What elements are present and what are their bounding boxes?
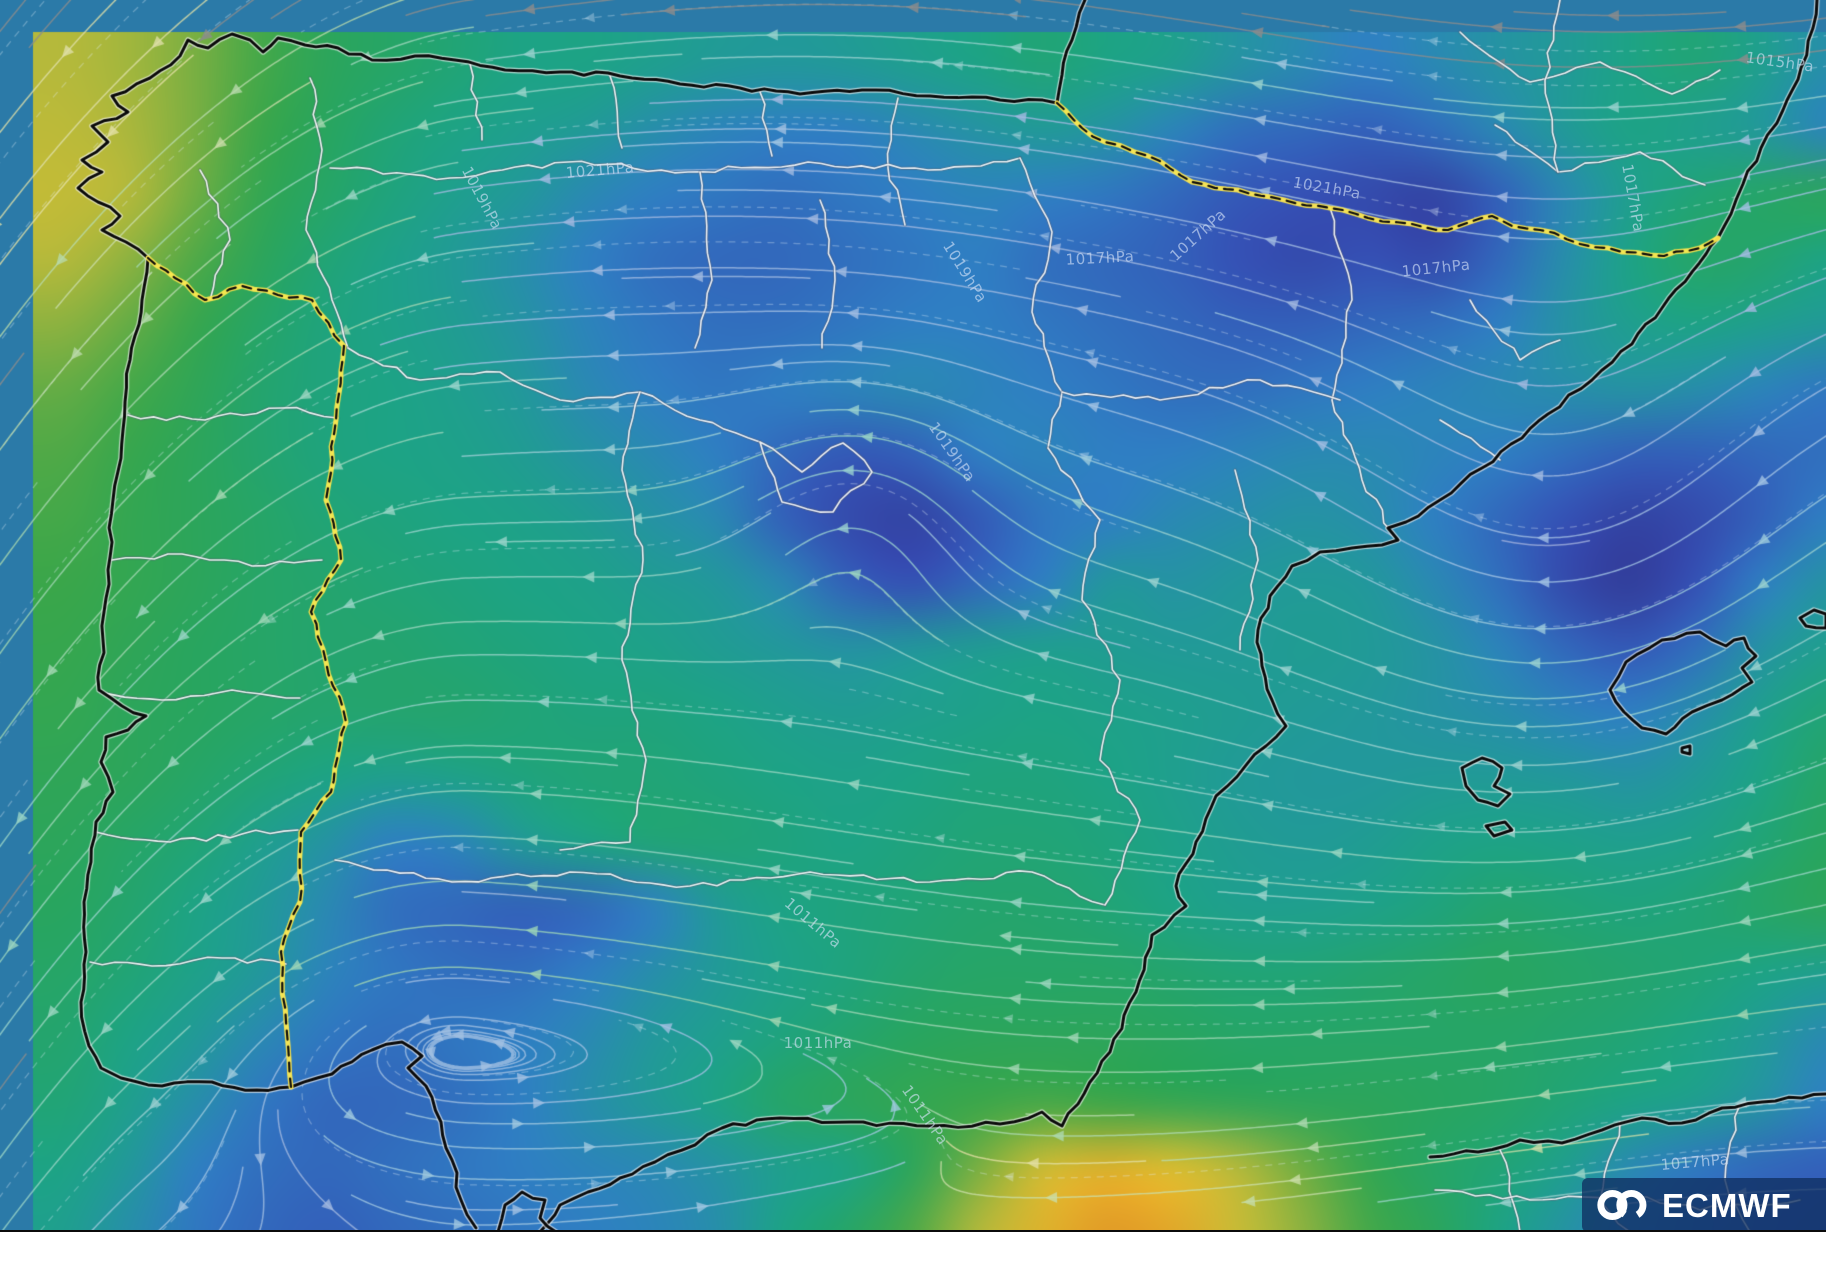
borders-canvas xyxy=(0,0,1826,1230)
legend-bar: 0.58 km/h 010203040506070809010011012013… xyxy=(0,1232,1826,1287)
ecmwf-logo[interactable]: ECMWF xyxy=(1582,1178,1826,1230)
ecmwf-logo-text: ECMWF xyxy=(1662,1186,1792,1224)
ecmwf-logo-icon xyxy=(1597,1189,1647,1221)
wind-map[interactable]: 1021hPa 1019hPa 1019hPa 1017hPa 1017hPa 1021h… xyxy=(0,0,1826,1232)
